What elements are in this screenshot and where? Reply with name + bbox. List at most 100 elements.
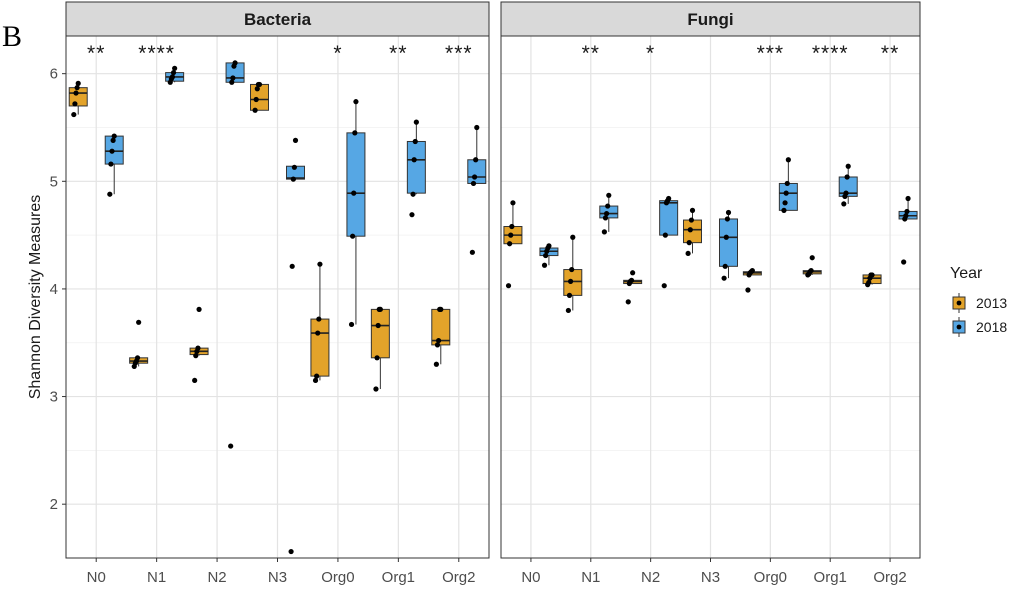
- data-point: [348, 321, 355, 328]
- data-point: [565, 307, 571, 314]
- significance-label: ****: [138, 42, 175, 65]
- data-point: [725, 209, 732, 216]
- y-axis-title: Shannon Diversity Measures: [27, 195, 44, 400]
- data-point: [438, 306, 444, 312]
- y-tick-label: 4: [50, 281, 58, 298]
- y-tick-label: 5: [50, 173, 58, 190]
- significance-label: **: [881, 42, 899, 65]
- legend-title: Year: [950, 265, 983, 282]
- legend-item-2018: 2018: [948, 316, 1007, 338]
- box-org0-2018: [778, 157, 798, 213]
- data-point: [314, 373, 320, 379]
- data-point: [74, 85, 80, 91]
- data-point: [288, 548, 294, 555]
- data-point: [111, 133, 117, 139]
- box-body: [467, 159, 487, 184]
- data-point: [230, 75, 236, 81]
- significance-label: ***: [757, 42, 785, 65]
- data-point: [809, 255, 815, 261]
- box-body: [778, 182, 798, 211]
- data-point: [72, 101, 78, 107]
- box-n1-2018: [599, 192, 619, 235]
- data-point: [377, 306, 383, 312]
- box-body: [346, 132, 366, 237]
- data-point: [195, 345, 201, 351]
- box-org1-2013: [802, 255, 822, 278]
- box-org1-2013: [370, 306, 390, 392]
- data-point: [722, 263, 728, 269]
- data-point: [783, 190, 789, 196]
- legend-key-point: [956, 324, 962, 330]
- data-point: [628, 277, 635, 283]
- data-point: [688, 217, 695, 223]
- data-point: [352, 130, 358, 136]
- box-n3-2018: [719, 209, 738, 281]
- data-point: [134, 355, 141, 361]
- box-body: [659, 200, 679, 236]
- x-tick-label: N3: [268, 569, 287, 586]
- data-point: [373, 386, 379, 392]
- x-tick-label: Org1: [814, 569, 847, 586]
- y-tick-label: 6: [50, 66, 58, 83]
- data-point: [252, 107, 258, 113]
- box-n0-2018: [104, 133, 124, 197]
- data-point: [108, 161, 114, 167]
- data-point: [543, 252, 549, 259]
- significance-label: **: [582, 42, 600, 65]
- box-org1-2018: [406, 119, 426, 218]
- data-point: [845, 163, 851, 169]
- y-tick-label: 3: [50, 389, 58, 406]
- data-point: [901, 259, 907, 265]
- data-point: [510, 200, 516, 206]
- data-point: [254, 86, 260, 92]
- x-tick-label: Org0: [754, 569, 787, 586]
- x-tick-label: Org0: [321, 569, 354, 586]
- box-n1-2018: [165, 65, 185, 85]
- data-point: [228, 443, 234, 449]
- data-point: [409, 212, 415, 218]
- box-body: [683, 219, 702, 244]
- data-point: [869, 272, 875, 278]
- box-body: [719, 218, 738, 267]
- box-org0-2013: [742, 268, 762, 293]
- data-point: [433, 361, 439, 367]
- data-point: [785, 157, 791, 163]
- significance-label: ****: [812, 42, 849, 65]
- data-point: [601, 229, 607, 235]
- significance-label: *: [333, 42, 342, 65]
- x-tick-label: N1: [581, 569, 600, 586]
- data-point: [71, 111, 77, 118]
- box-body: [68, 87, 88, 107]
- box-n0-2013: [68, 80, 88, 118]
- data-point: [508, 232, 514, 238]
- data-point: [474, 124, 480, 131]
- data-point: [169, 74, 176, 80]
- data-point: [410, 191, 416, 197]
- data-point: [904, 208, 910, 215]
- data-point: [566, 292, 573, 298]
- data-point: [192, 377, 198, 384]
- legend-label: 2013: [976, 295, 1007, 311]
- data-point: [471, 174, 478, 180]
- box-body: [370, 308, 390, 359]
- data-point: [567, 278, 574, 284]
- data-point: [289, 263, 295, 269]
- data-point: [193, 353, 199, 359]
- panel-strip: [65, 1, 490, 37]
- box-body: [310, 318, 330, 377]
- box-n2-2018: [225, 60, 245, 449]
- data-point: [229, 79, 235, 85]
- data-point: [232, 60, 238, 66]
- data-point: [689, 207, 696, 213]
- data-point: [507, 241, 513, 247]
- data-point: [413, 119, 419, 125]
- box-org1-2018: [838, 163, 858, 207]
- facet-panels: Bacteria** **** * ** ***N0 N1 N2 N3 Org0 Org1 Org2…: [50, 1, 921, 586]
- significance-label: ***: [445, 42, 473, 65]
- data-point: [290, 176, 296, 182]
- x-tick-label: N1: [147, 569, 166, 586]
- legend-label: 2018: [976, 319, 1007, 335]
- data-point: [781, 207, 787, 213]
- data-point: [107, 191, 113, 197]
- data-point: [782, 200, 788, 206]
